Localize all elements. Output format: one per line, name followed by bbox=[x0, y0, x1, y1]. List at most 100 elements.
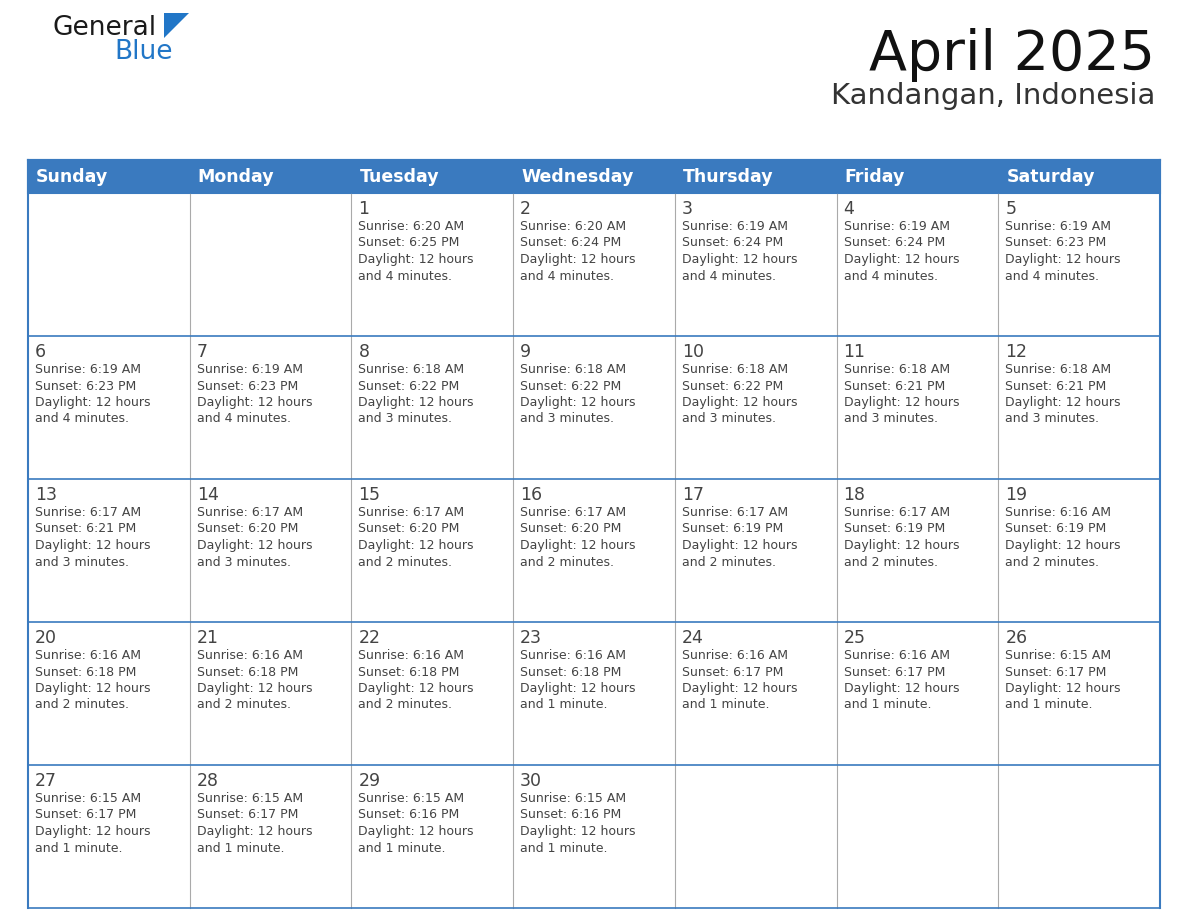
Text: Daylight: 12 hours: Daylight: 12 hours bbox=[682, 253, 797, 266]
Text: Daylight: 12 hours: Daylight: 12 hours bbox=[1005, 539, 1120, 552]
Text: Tuesday: Tuesday bbox=[360, 167, 440, 185]
Text: Daylight: 12 hours: Daylight: 12 hours bbox=[34, 539, 151, 552]
Text: Daylight: 12 hours: Daylight: 12 hours bbox=[843, 539, 959, 552]
Text: and 4 minutes.: and 4 minutes. bbox=[520, 270, 614, 283]
Text: and 2 minutes.: and 2 minutes. bbox=[359, 699, 453, 711]
Text: and 4 minutes.: and 4 minutes. bbox=[682, 270, 776, 283]
Text: Kandangan, Indonesia: Kandangan, Indonesia bbox=[830, 82, 1155, 110]
Text: Sunset: 6:24 PM: Sunset: 6:24 PM bbox=[682, 237, 783, 250]
Text: and 1 minute.: and 1 minute. bbox=[682, 699, 770, 711]
Text: Daylight: 12 hours: Daylight: 12 hours bbox=[197, 825, 312, 838]
Text: Sunrise: 6:18 AM: Sunrise: 6:18 AM bbox=[1005, 363, 1112, 376]
Text: and 2 minutes.: and 2 minutes. bbox=[1005, 555, 1099, 568]
Text: and 4 minutes.: and 4 minutes. bbox=[843, 270, 937, 283]
Text: Daylight: 12 hours: Daylight: 12 hours bbox=[34, 396, 151, 409]
Text: Daylight: 12 hours: Daylight: 12 hours bbox=[359, 396, 474, 409]
Text: 16: 16 bbox=[520, 486, 542, 504]
Bar bbox=[29, 479, 1159, 622]
Text: Sunrise: 6:15 AM: Sunrise: 6:15 AM bbox=[359, 792, 465, 805]
Text: Sunrise: 6:17 AM: Sunrise: 6:17 AM bbox=[359, 506, 465, 519]
Text: 17: 17 bbox=[682, 486, 703, 504]
Bar bbox=[513, 160, 675, 193]
Text: Sunrise: 6:17 AM: Sunrise: 6:17 AM bbox=[34, 506, 141, 519]
Text: 8: 8 bbox=[359, 343, 369, 361]
Text: and 2 minutes.: and 2 minutes. bbox=[682, 555, 776, 568]
Text: and 4 minutes.: and 4 minutes. bbox=[34, 412, 129, 426]
Text: Sunset: 6:21 PM: Sunset: 6:21 PM bbox=[843, 379, 944, 393]
Text: 4: 4 bbox=[843, 200, 854, 218]
Text: Sunrise: 6:19 AM: Sunrise: 6:19 AM bbox=[843, 220, 949, 233]
Text: 6: 6 bbox=[34, 343, 46, 361]
Text: Daylight: 12 hours: Daylight: 12 hours bbox=[682, 396, 797, 409]
Text: Sunrise: 6:17 AM: Sunrise: 6:17 AM bbox=[843, 506, 949, 519]
Text: Sunset: 6:19 PM: Sunset: 6:19 PM bbox=[1005, 522, 1106, 535]
Text: Sunrise: 6:19 AM: Sunrise: 6:19 AM bbox=[34, 363, 141, 376]
Text: and 2 minutes.: and 2 minutes. bbox=[34, 699, 129, 711]
Text: and 1 minute.: and 1 minute. bbox=[34, 842, 122, 855]
Text: Sunset: 6:25 PM: Sunset: 6:25 PM bbox=[359, 237, 460, 250]
Text: and 1 minute.: and 1 minute. bbox=[197, 842, 284, 855]
Text: Sunrise: 6:17 AM: Sunrise: 6:17 AM bbox=[682, 506, 788, 519]
Text: 10: 10 bbox=[682, 343, 703, 361]
Text: Sunset: 6:17 PM: Sunset: 6:17 PM bbox=[34, 809, 137, 822]
Text: and 3 minutes.: and 3 minutes. bbox=[1005, 412, 1099, 426]
Text: Sunday: Sunday bbox=[36, 167, 108, 185]
Text: Blue: Blue bbox=[114, 39, 172, 65]
Text: Sunrise: 6:17 AM: Sunrise: 6:17 AM bbox=[197, 506, 303, 519]
Text: Daylight: 12 hours: Daylight: 12 hours bbox=[520, 682, 636, 695]
Text: Daylight: 12 hours: Daylight: 12 hours bbox=[197, 539, 312, 552]
Text: 25: 25 bbox=[843, 629, 866, 647]
Text: 5: 5 bbox=[1005, 200, 1016, 218]
Text: Sunset: 6:16 PM: Sunset: 6:16 PM bbox=[359, 809, 460, 822]
Text: April 2025: April 2025 bbox=[868, 28, 1155, 82]
Text: Daylight: 12 hours: Daylight: 12 hours bbox=[34, 825, 151, 838]
Text: Daylight: 12 hours: Daylight: 12 hours bbox=[197, 682, 312, 695]
Text: Sunset: 6:21 PM: Sunset: 6:21 PM bbox=[34, 522, 137, 535]
Text: 18: 18 bbox=[843, 486, 866, 504]
Text: Saturday: Saturday bbox=[1006, 167, 1095, 185]
Text: Sunrise: 6:18 AM: Sunrise: 6:18 AM bbox=[682, 363, 788, 376]
Text: Daylight: 12 hours: Daylight: 12 hours bbox=[1005, 253, 1120, 266]
Text: 23: 23 bbox=[520, 629, 542, 647]
Text: and 2 minutes.: and 2 minutes. bbox=[359, 555, 453, 568]
Text: and 4 minutes.: and 4 minutes. bbox=[1005, 270, 1099, 283]
Text: Sunset: 6:23 PM: Sunset: 6:23 PM bbox=[1005, 237, 1106, 250]
Text: Sunset: 6:24 PM: Sunset: 6:24 PM bbox=[520, 237, 621, 250]
Text: Daylight: 12 hours: Daylight: 12 hours bbox=[359, 253, 474, 266]
Text: and 2 minutes.: and 2 minutes. bbox=[197, 699, 291, 711]
Bar bbox=[352, 160, 513, 193]
Text: Thursday: Thursday bbox=[683, 167, 773, 185]
Bar bbox=[998, 160, 1159, 193]
Text: Sunrise: 6:16 AM: Sunrise: 6:16 AM bbox=[520, 649, 626, 662]
Text: and 4 minutes.: and 4 minutes. bbox=[359, 270, 453, 283]
Text: Sunset: 6:20 PM: Sunset: 6:20 PM bbox=[197, 522, 298, 535]
Text: 2: 2 bbox=[520, 200, 531, 218]
Polygon shape bbox=[164, 13, 189, 38]
Text: Sunrise: 6:19 AM: Sunrise: 6:19 AM bbox=[682, 220, 788, 233]
Text: Sunrise: 6:20 AM: Sunrise: 6:20 AM bbox=[520, 220, 626, 233]
Text: Sunset: 6:23 PM: Sunset: 6:23 PM bbox=[34, 379, 137, 393]
Text: Sunset: 6:18 PM: Sunset: 6:18 PM bbox=[34, 666, 137, 678]
Text: Daylight: 12 hours: Daylight: 12 hours bbox=[197, 396, 312, 409]
Text: Sunset: 6:22 PM: Sunset: 6:22 PM bbox=[520, 379, 621, 393]
Text: Sunset: 6:18 PM: Sunset: 6:18 PM bbox=[359, 666, 460, 678]
Text: Daylight: 12 hours: Daylight: 12 hours bbox=[520, 253, 636, 266]
Text: Sunrise: 6:18 AM: Sunrise: 6:18 AM bbox=[520, 363, 626, 376]
Text: and 3 minutes.: and 3 minutes. bbox=[520, 412, 614, 426]
Text: Sunset: 6:17 PM: Sunset: 6:17 PM bbox=[682, 666, 783, 678]
Bar bbox=[29, 336, 1159, 479]
Text: Sunrise: 6:17 AM: Sunrise: 6:17 AM bbox=[520, 506, 626, 519]
Text: Daylight: 12 hours: Daylight: 12 hours bbox=[1005, 682, 1120, 695]
Text: 24: 24 bbox=[682, 629, 703, 647]
Text: Daylight: 12 hours: Daylight: 12 hours bbox=[520, 825, 636, 838]
Text: Sunset: 6:22 PM: Sunset: 6:22 PM bbox=[359, 379, 460, 393]
Text: 27: 27 bbox=[34, 772, 57, 790]
Text: and 1 minute.: and 1 minute. bbox=[359, 842, 446, 855]
Text: 15: 15 bbox=[359, 486, 380, 504]
Bar bbox=[29, 765, 1159, 908]
Text: 30: 30 bbox=[520, 772, 542, 790]
Text: Sunrise: 6:19 AM: Sunrise: 6:19 AM bbox=[1005, 220, 1111, 233]
Bar bbox=[29, 193, 1159, 336]
Text: Daylight: 12 hours: Daylight: 12 hours bbox=[1005, 396, 1120, 409]
Text: Daylight: 12 hours: Daylight: 12 hours bbox=[843, 682, 959, 695]
